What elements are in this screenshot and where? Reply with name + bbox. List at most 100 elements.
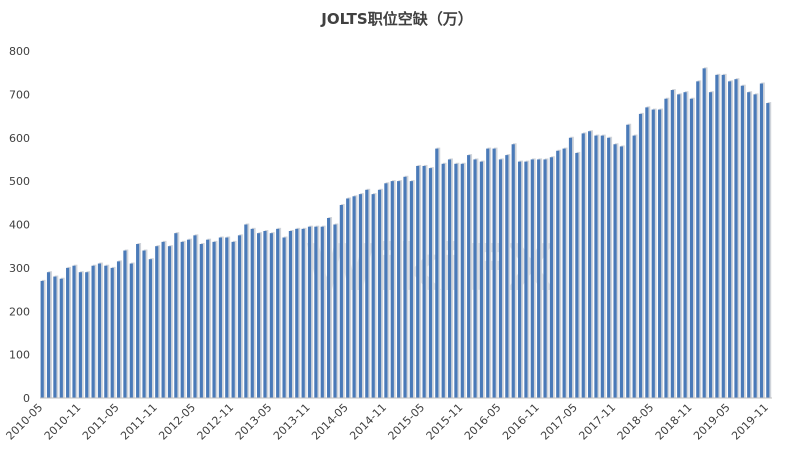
bar (479, 161, 483, 398)
bar (517, 161, 522, 398)
bar-shadow (118, 260, 122, 398)
bar-shadow (112, 266, 116, 398)
bar (568, 137, 573, 398)
x-tick-label: 2017-05 (538, 401, 580, 443)
bar (53, 276, 57, 398)
bar (218, 237, 223, 398)
bar (467, 155, 471, 398)
y-tick-label: 500 (9, 175, 30, 188)
bar (97, 263, 102, 398)
bar (110, 267, 114, 398)
bar (632, 135, 636, 399)
bar (116, 261, 121, 398)
x-tick-label: 2010-05 (4, 401, 46, 443)
x-tick-label: 2012-11 (195, 401, 237, 443)
bar (282, 237, 286, 398)
bar (498, 159, 503, 398)
bar (505, 155, 509, 398)
bar-shadow (188, 238, 192, 398)
y-tick-label: 100 (9, 349, 30, 362)
bar (307, 226, 312, 398)
bar (537, 159, 541, 398)
bar (600, 135, 604, 399)
x-tick-label: 2018-05 (615, 401, 657, 443)
bar (142, 250, 146, 398)
bar (123, 250, 127, 398)
x-tick-label: 2017-11 (576, 401, 618, 443)
bar (658, 109, 662, 399)
bar-shadow (264, 230, 269, 398)
bar (766, 103, 770, 399)
y-tick-label: 600 (9, 132, 30, 145)
bar (263, 231, 267, 398)
bar (59, 278, 63, 398)
bar (136, 244, 140, 398)
bar (416, 165, 420, 398)
bar (206, 239, 210, 398)
bar (670, 90, 674, 398)
y-tick-label: 400 (9, 219, 30, 232)
x-tick-label: 2015-05 (386, 401, 428, 443)
bar (530, 159, 534, 398)
bar (371, 194, 375, 398)
bar-shadow (245, 223, 250, 398)
bar (250, 228, 254, 398)
bar (288, 231, 293, 398)
x-tick-label: 2013-11 (271, 401, 313, 443)
bar (339, 204, 343, 398)
bar (607, 137, 611, 398)
bar (734, 79, 738, 398)
bar (638, 113, 643, 399)
bar (511, 144, 515, 398)
bar (365, 189, 369, 398)
bar (747, 92, 751, 399)
bar-shadow (175, 232, 180, 398)
y-tick-label: 300 (9, 262, 30, 275)
bar (231, 241, 235, 398)
bar (358, 194, 363, 398)
y-tick-label: 700 (9, 88, 30, 101)
bar (435, 148, 439, 398)
bar-shadow (239, 234, 243, 398)
bar (492, 148, 496, 398)
bar (333, 224, 337, 398)
bar (91, 265, 95, 398)
bar (161, 241, 165, 398)
bar (683, 92, 687, 399)
bar (327, 217, 331, 398)
bar-shadow (232, 240, 237, 398)
bar (148, 259, 152, 398)
bar (689, 98, 694, 399)
bar (40, 280, 44, 398)
bar (78, 272, 82, 398)
y-tick-label: 800 (9, 45, 30, 58)
bar (594, 135, 598, 399)
bar-shadow (137, 243, 142, 398)
bar (708, 92, 713, 399)
bar (460, 163, 464, 398)
bar (212, 241, 216, 398)
x-tick-label: 2016-11 (500, 401, 542, 443)
bar (66, 267, 70, 398)
x-tick-label: 2010-11 (42, 401, 84, 443)
bar (180, 241, 184, 398)
bar (155, 246, 159, 398)
bar (543, 159, 547, 398)
bar-shadow (67, 266, 72, 398)
x-tick-label: 2019-05 (691, 401, 733, 443)
x-tick-label: 2011-11 (118, 401, 160, 443)
bar (428, 168, 433, 398)
bar-shadow (131, 262, 135, 398)
bar (346, 198, 350, 398)
bar (715, 74, 719, 398)
bar (664, 98, 668, 399)
bar-shadow (334, 223, 339, 398)
y-tick-label: 0 (23, 392, 30, 405)
bar (759, 83, 764, 398)
bar (696, 81, 700, 399)
x-tick-label: 2014-05 (309, 401, 351, 443)
bar (473, 159, 477, 398)
bar (352, 196, 356, 398)
bar (390, 181, 394, 398)
